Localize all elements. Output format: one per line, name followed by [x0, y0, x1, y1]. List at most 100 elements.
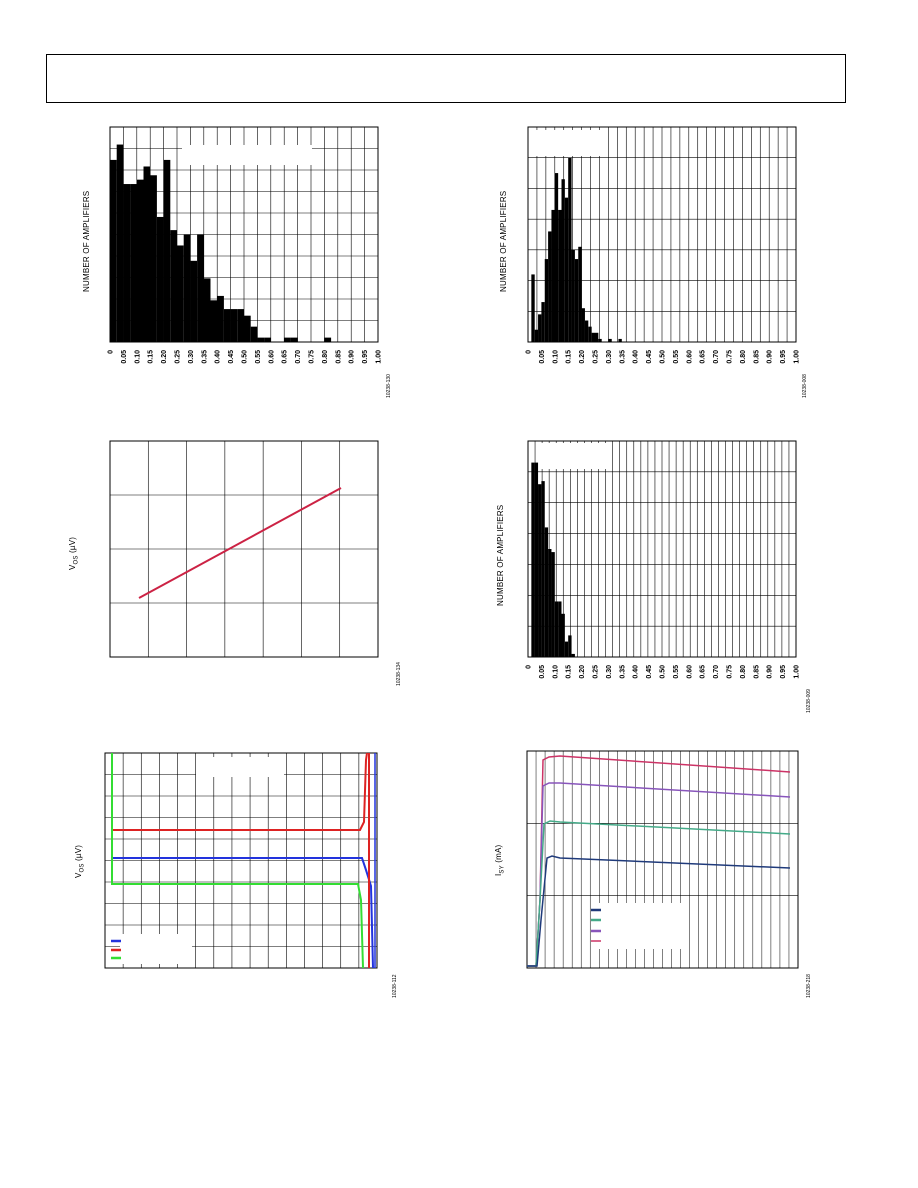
fig1-bar	[116, 144, 124, 342]
fig2-bar	[561, 179, 565, 342]
fig1-tick-label: 0.60	[268, 350, 275, 364]
fig4-legend-box	[536, 443, 608, 469]
fig2-tick-label: 0.25	[593, 350, 600, 364]
fig2-bar	[584, 320, 589, 342]
fig1-bar	[183, 234, 191, 342]
fig4-tick-label: 0.05	[539, 665, 546, 679]
fig5-legend-box	[120, 934, 192, 964]
fig1-tick-label: 0.75	[309, 350, 316, 364]
ylabel-unit: (mA)	[494, 844, 503, 866]
ylabel-sub: SY	[499, 865, 506, 874]
fig4-tick-label: 0.70	[713, 665, 720, 679]
fig1-tick-label: 0.15	[148, 350, 155, 364]
fig1-tick-label: 1.00	[376, 350, 383, 364]
fig4-tick-label: 0.10	[552, 665, 559, 679]
fig4-bar	[541, 481, 545, 657]
fig2-tick-label: 0.65	[700, 350, 707, 364]
fig4-bar	[558, 601, 562, 657]
line-chart-bottom-right-fig-code: 10238-218	[806, 974, 812, 998]
fig4-tick-label: 0.80	[740, 665, 747, 679]
fig2-tick-label: 0.35	[619, 350, 626, 364]
fig1-bar	[143, 166, 151, 342]
fig6-legend-box	[598, 903, 686, 949]
fig2-bar	[534, 329, 539, 342]
fig1-bar	[177, 245, 184, 342]
fig1-bar	[290, 337, 298, 342]
fig2-tick-label: 0.75	[727, 350, 734, 364]
fig4-tick-label: 0.65	[700, 665, 707, 679]
fig2-bar	[581, 308, 585, 342]
fig4-tick-label: 0	[526, 665, 533, 669]
fig2-tick-label: 0.45	[646, 350, 653, 364]
fig5-series-line	[113, 857, 374, 969]
fig1-bar	[237, 309, 244, 342]
fig1-legend-box	[182, 145, 312, 165]
fig4-tick-label: 0.55	[673, 665, 680, 679]
fig2-tick-label: 0.85	[753, 350, 760, 364]
fig2-bar	[608, 338, 612, 342]
fig4-bar	[568, 635, 572, 657]
fig4-tick-label: 0.30	[606, 665, 613, 679]
fig1-tick-label: 0.05	[121, 350, 128, 364]
fig1-tick-label: 0.90	[349, 350, 356, 364]
fig1-bar	[163, 159, 171, 342]
fig6-series-line	[527, 855, 791, 967]
line-chart-bottom-right-ylabel: ISY (mA)	[494, 845, 506, 876]
fig2-bar	[574, 259, 579, 342]
fig4-tick-label: 0.15	[566, 665, 573, 679]
fig1-bar	[264, 337, 271, 342]
fig1-bar	[244, 315, 251, 342]
fig2-bar	[568, 157, 572, 342]
fig1-bar	[230, 309, 238, 342]
fig1-bar	[223, 309, 231, 342]
fig1-bar	[203, 278, 211, 342]
fig2-bar	[531, 274, 535, 342]
fig1-tick-label: 0.20	[161, 350, 168, 364]
fig1-tick-label: 0.35	[201, 350, 208, 364]
fig1-tick-label: 0.55	[255, 350, 262, 364]
fig1-tick-label: 0.50	[242, 350, 249, 364]
fig1-bar	[190, 260, 198, 342]
fig4-bar	[531, 462, 535, 657]
fig4-tick-label: 0.95	[780, 665, 787, 679]
fig1-tick-label: 0.45	[228, 350, 235, 364]
fig2-tick-label: 0.40	[633, 350, 640, 364]
fig2-tick-label: 0	[526, 350, 533, 354]
fig1-tick-label: 0.65	[282, 350, 289, 364]
fig2-tick-label: 0.20	[579, 350, 586, 364]
fig4-tick-label: 0.25	[593, 665, 600, 679]
fig2-bar	[548, 231, 552, 342]
fig4-bar	[534, 462, 539, 657]
fig2-tick-label: 0.90	[767, 350, 774, 364]
fig2-bar	[598, 338, 602, 342]
fig1-bar	[150, 175, 157, 342]
fig2-bar	[595, 332, 599, 342]
fig2-bar	[578, 246, 582, 342]
fig2-tick-label: 0.10	[552, 350, 559, 364]
fig2-bar	[544, 259, 549, 342]
fig4-tick-label: 1.00	[794, 665, 801, 679]
fig4-tick-label: 0.45	[646, 665, 653, 679]
fig4-tick-label: 0.40	[633, 665, 640, 679]
fig4-tick-label: 0.20	[579, 665, 586, 679]
fig4-bar	[544, 527, 549, 657]
fig2-tick-label: 0.50	[660, 350, 667, 364]
fig1-tick-label: 0.95	[362, 350, 369, 364]
fig2-tick-label: 0.70	[713, 350, 720, 364]
fig2-tick-label: 1.00	[794, 350, 801, 364]
fig1-tick-label: 0.30	[188, 350, 195, 364]
fig1-bar	[324, 337, 332, 342]
fig2-bar	[538, 314, 542, 342]
fig2-tick-label: 0.95	[780, 350, 787, 364]
fig1-bar	[250, 326, 258, 342]
page-header-box	[46, 54, 846, 103]
fig1-bar	[136, 179, 144, 342]
fig4-bar	[561, 613, 565, 657]
fig4-bar	[571, 653, 575, 657]
fig2-bar	[564, 197, 569, 342]
fig2-tick-label: 0.15	[566, 350, 573, 364]
